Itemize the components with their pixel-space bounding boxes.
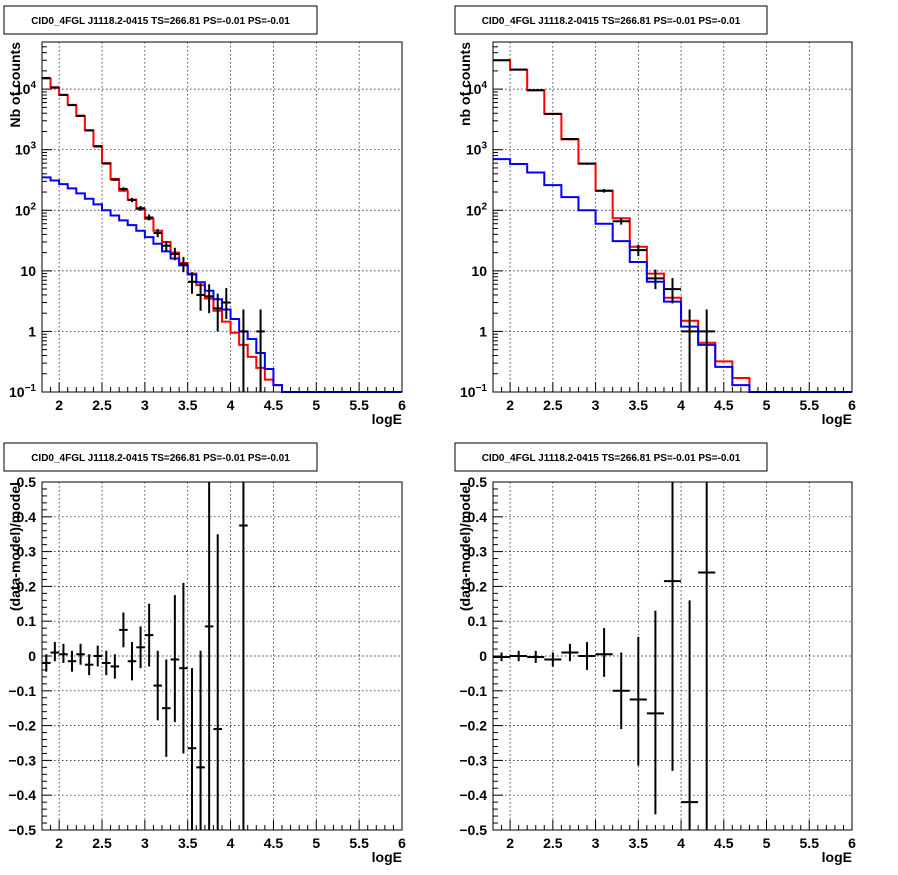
x-tick-label: 2 — [55, 835, 63, 851]
y-tick-label: 104 — [15, 80, 37, 97]
histogram-series-1 — [42, 77, 402, 393]
x-tick-label: 6 — [848, 835, 856, 851]
y-tick-label: 102 — [15, 201, 37, 218]
x-tick-label: 2 — [55, 397, 63, 413]
plot-frame — [492, 41, 853, 393]
x-tick-label: 4 — [227, 835, 235, 851]
x-tick-label: 5.5 — [800, 397, 820, 413]
plot-frame — [41, 481, 403, 831]
x-tick-label: 3 — [141, 835, 149, 851]
y-axis-label: nb of counts — [457, 42, 473, 126]
x-axis-label: logE — [372, 849, 402, 865]
chart-panel-1: CID0_4FGL J1118.2-0415 TS=266.81 PS=-0.0… — [3, 5, 406, 427]
plot-frame — [41, 41, 403, 393]
y-tick-label: 10−1 — [460, 383, 487, 400]
y-tick-label: 103 — [466, 141, 488, 158]
chart-title-box — [454, 442, 768, 472]
y-tick-label: 0 — [479, 648, 487, 664]
y-tick-label: 10−1 — [9, 383, 36, 400]
y-axis-label: Nb of counts — [7, 42, 23, 128]
x-tick-label: 5.5 — [800, 835, 820, 851]
chart-title: CID0_4FGL J1118.2-0415 TS=266.81 PS=-0.0… — [31, 453, 290, 464]
y-tick-label: −0.3 — [8, 752, 36, 768]
x-tick-label: 5.5 — [349, 397, 369, 413]
x-tick-label: 2.5 — [92, 835, 112, 851]
y-tick-label: 0.2 — [17, 578, 37, 594]
x-tick-label: 5 — [312, 397, 320, 413]
y-tick-label: 0.2 — [468, 578, 488, 594]
x-tick-label: 4 — [677, 397, 685, 413]
y-tick-label: −0.5 — [8, 822, 36, 838]
x-axis-label: logE — [822, 411, 852, 427]
x-tick-label: 6 — [398, 397, 406, 413]
y-tick-label: 10 — [471, 263, 487, 279]
chart-title: CID0_4FGL J1118.2-0415 TS=266.81 PS=-0.0… — [31, 16, 290, 27]
x-tick-label: 3.5 — [629, 835, 649, 851]
x-tick-label: 4 — [227, 397, 235, 413]
x-tick-label: 5 — [763, 397, 771, 413]
chart-panel-3: CID0_4FGL J1118.2-0415 TS=266.81 PS=-0.0… — [3, 442, 406, 865]
chart-title: CID0_4FGL J1118.2-0415 TS=266.81 PS=-0.0… — [482, 453, 741, 464]
x-tick-label: 2 — [506, 835, 514, 851]
histogram-series-2 — [493, 158, 852, 393]
y-tick-label: 0.4 — [17, 509, 37, 525]
x-axis-label: logE — [822, 849, 852, 865]
y-tick-label: 1 — [28, 323, 36, 339]
x-tick-label: 3.5 — [178, 835, 198, 851]
x-tick-label: 3 — [141, 397, 149, 413]
chart-panel-2: CID0_4FGL J1118.2-0415 TS=266.81 PS=-0.0… — [454, 5, 856, 427]
y-tick-label: 0.1 — [17, 613, 37, 629]
x-axis-label: logE — [372, 411, 402, 427]
y-tick-label: 0.1 — [468, 613, 488, 629]
y-tick-label: −0.1 — [8, 683, 36, 699]
x-tick-label: 5 — [763, 835, 771, 851]
y-tick-label: 0.5 — [468, 474, 488, 490]
y-tick-label: −0.3 — [459, 752, 487, 768]
x-tick-label: 4.5 — [714, 397, 734, 413]
chart-title-box — [3, 442, 318, 472]
x-tick-label: 5.5 — [349, 835, 369, 851]
x-tick-label: 4.5 — [264, 835, 284, 851]
x-tick-label: 4 — [677, 835, 685, 851]
y-tick-label: 0.4 — [468, 509, 488, 525]
x-tick-label: 6 — [398, 835, 406, 851]
x-tick-label: 4.5 — [264, 397, 284, 413]
y-tick-label: 0.3 — [468, 544, 488, 560]
y-tick-label: 0 — [28, 648, 36, 664]
y-tick-label: 0.3 — [17, 544, 37, 560]
x-tick-label: 6 — [848, 397, 856, 413]
y-tick-label: −0.4 — [459, 787, 487, 803]
y-tick-label: 102 — [466, 201, 488, 218]
chart-panel-4: CID0_4FGL J1118.2-0415 TS=266.81 PS=-0.0… — [454, 442, 856, 865]
x-tick-label: 3.5 — [178, 397, 198, 413]
chart-title-box — [454, 5, 768, 35]
chart-title: CID0_4FGL J1118.2-0415 TS=266.81 PS=-0.0… — [482, 16, 741, 27]
x-tick-label: 5 — [312, 835, 320, 851]
x-tick-label: 3 — [592, 835, 600, 851]
y-tick-label: −0.2 — [8, 718, 36, 734]
y-axis-label: (data-model)/model — [7, 482, 23, 611]
histogram-series-1 — [493, 59, 852, 393]
x-tick-label: 2.5 — [543, 397, 563, 413]
y-tick-label: 104 — [466, 80, 488, 97]
x-tick-label: 2.5 — [92, 397, 112, 413]
y-tick-label: 10 — [20, 263, 36, 279]
x-tick-label: 2.5 — [543, 835, 563, 851]
y-tick-label: 1 — [479, 323, 487, 339]
x-tick-label: 3.5 — [629, 397, 649, 413]
chart-title-box — [3, 5, 318, 35]
y-tick-label: 0.5 — [17, 474, 37, 490]
histogram-series-2 — [42, 176, 402, 393]
y-axis-label: (data-model)/model — [457, 482, 473, 611]
x-tick-label: 4.5 — [714, 835, 734, 851]
x-tick-label: 3 — [592, 397, 600, 413]
y-tick-label: −0.2 — [459, 718, 487, 734]
y-tick-label: −0.4 — [8, 787, 36, 803]
y-tick-label: −0.1 — [459, 683, 487, 699]
y-tick-label: 103 — [15, 141, 37, 158]
plot-frame — [492, 481, 853, 831]
x-tick-label: 2 — [506, 397, 514, 413]
y-tick-label: −0.5 — [459, 822, 487, 838]
